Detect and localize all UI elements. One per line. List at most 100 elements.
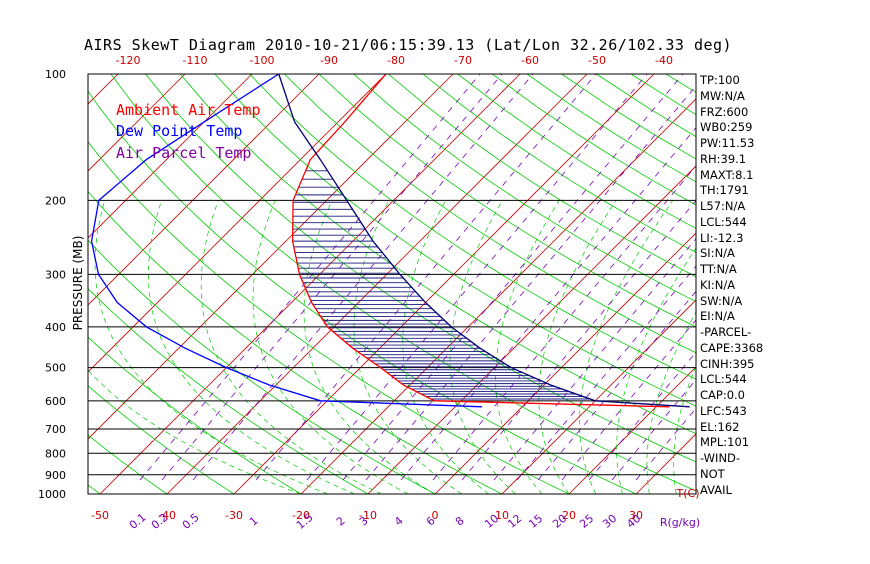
isotherm-line: [501, 299, 696, 494]
top-temp-tick: -80: [387, 54, 405, 67]
bottom-temp-tick: 20: [562, 509, 576, 522]
isotherm-line: [300, 98, 696, 494]
pressure-tick-label: 700: [45, 423, 66, 436]
bottom-temp-tick: 10: [495, 509, 509, 522]
pressure-tick-label: 600: [45, 395, 66, 408]
mixing-ratio-line: [342, 74, 684, 481]
moist-adiabat-line: [495, 200, 560, 494]
moist-adiabat-line: [303, 200, 436, 494]
mixing-ratio-line: [493, 238, 696, 481]
isotherm-line: [0, 74, 51, 494]
mixing-ratio-line: [588, 351, 696, 481]
mixing-ratio-label: 15: [526, 512, 545, 531]
top-temp-tick: -70: [454, 54, 472, 67]
dry-adiabat-line: [457, 74, 696, 229]
mixing-ratio-line: [365, 85, 696, 481]
pressure-tick-label: 500: [45, 362, 66, 375]
dry-adiabat-line: [88, 336, 302, 494]
index-item: -PARCEL-: [700, 325, 752, 339]
top-temp-tick: -110: [183, 54, 208, 67]
mixing-ratio-label: 0.5: [180, 511, 202, 532]
mixing-ratio-label: 4: [392, 514, 406, 528]
pressure-tick-label: 300: [45, 268, 66, 281]
index-item: L57:N/A: [700, 199, 746, 213]
plot-frame: [87, 73, 697, 495]
bottom-temp-tick: -20: [292, 509, 310, 522]
mixing-ratio-line: [461, 199, 696, 481]
dry-adiabat-line: [88, 434, 168, 494]
moist-adiabat-line: [252, 200, 409, 494]
index-item: LCL:544: [700, 372, 747, 387]
moist-adiabat-line: [353, 200, 462, 494]
isotherm-line: [99, 74, 521, 494]
mixing-ratio-line: [306, 74, 648, 481]
dry-adiabat-line: [110, 74, 696, 492]
index-item: MW:N/A: [700, 88, 745, 103]
index-item: TP:100: [700, 73, 740, 87]
mixing-ratio-line: [635, 407, 696, 481]
pressure-tick-label: 100: [45, 68, 66, 81]
index-item: EL:162: [700, 419, 740, 434]
index-item: FRZ:600: [700, 104, 749, 119]
index-item: TT:N/A: [700, 262, 737, 276]
mixing-ratio-label: 8: [453, 514, 467, 528]
bottom-temp-tick: 30: [629, 509, 643, 522]
top-temp-tick: -60: [521, 54, 539, 67]
index-item: CINH:395: [700, 356, 755, 371]
index-item: SI:N/A: [700, 246, 735, 261]
moist-adiabat-line: [148, 200, 355, 494]
bottom-temp-tick: -50: [91, 509, 109, 522]
isotherm-line: [88, 74, 253, 239]
top-temp-tick: -50: [588, 54, 606, 67]
index-item: MAXT:8.1: [700, 167, 754, 182]
dry-adiabat-line: [422, 74, 696, 253]
pressure-tick-label: 1000: [38, 488, 66, 501]
dry-adiabat-line: [735, 74, 870, 494]
index-item: EI:N/A: [700, 309, 735, 324]
bottom-temp-tick: 0: [432, 509, 439, 522]
dry-adiabat-line: [388, 74, 696, 278]
bottom-temp-tick: -30: [225, 509, 243, 522]
top-temp-tick: -90: [320, 54, 338, 67]
dry-adiabat-line: [214, 74, 696, 407]
index-item: CAP:0.0: [700, 388, 745, 402]
legend-ambient: Ambient Air Temp: [116, 101, 261, 119]
isotherm-line: [88, 74, 186, 172]
isotherm-line: [233, 74, 655, 494]
mixing-ratio-line: [400, 127, 696, 481]
dry-adiabat-line: [249, 74, 696, 380]
index-item: LFC:543: [700, 403, 747, 418]
dry-adiabat-line: [318, 74, 696, 328]
mixing-ratio-label: 25: [577, 512, 596, 531]
index-item: NOT: [700, 466, 725, 481]
index-item: KI:N/A: [700, 277, 736, 292]
mixing-ratio-label: 30: [600, 512, 619, 531]
mixing-ratio-label: 1: [247, 514, 261, 528]
isotherm-line: [568, 366, 696, 494]
mixing-ratio-line: [255, 74, 597, 481]
top-temp-tick: -100: [250, 54, 275, 67]
mixing-ratio-line: [139, 74, 481, 481]
dry-adiabat-line: [88, 141, 570, 494]
mixing-ratio-line: [611, 379, 696, 481]
index-item: LI:-12.3: [700, 230, 744, 245]
isotherm-line: [166, 74, 588, 494]
index-item: AVAIL: [700, 482, 732, 497]
y-axis-label: PRESSURE (MB): [71, 236, 85, 331]
index-item: RH:39.1: [700, 151, 747, 166]
dry-adiabat-line: [88, 288, 369, 494]
pressure-tick-label: 200: [45, 194, 66, 207]
index-item: MPL:101: [700, 435, 750, 450]
dry-adiabat-line: [88, 90, 637, 494]
index-item: -WIND-: [700, 451, 741, 465]
moist-adiabat-line: [402, 200, 489, 494]
x-axis-unit: T(C): [676, 487, 700, 500]
index-item: TH:1791: [700, 183, 749, 198]
dry-adiabat-line: [284, 74, 696, 354]
legend-parcel: Air Parcel Temp: [116, 144, 252, 162]
index-item: CAPE:3368: [700, 340, 764, 355]
index-item: SW:N/A: [700, 293, 743, 308]
mixing-ratio-line: [192, 74, 534, 481]
